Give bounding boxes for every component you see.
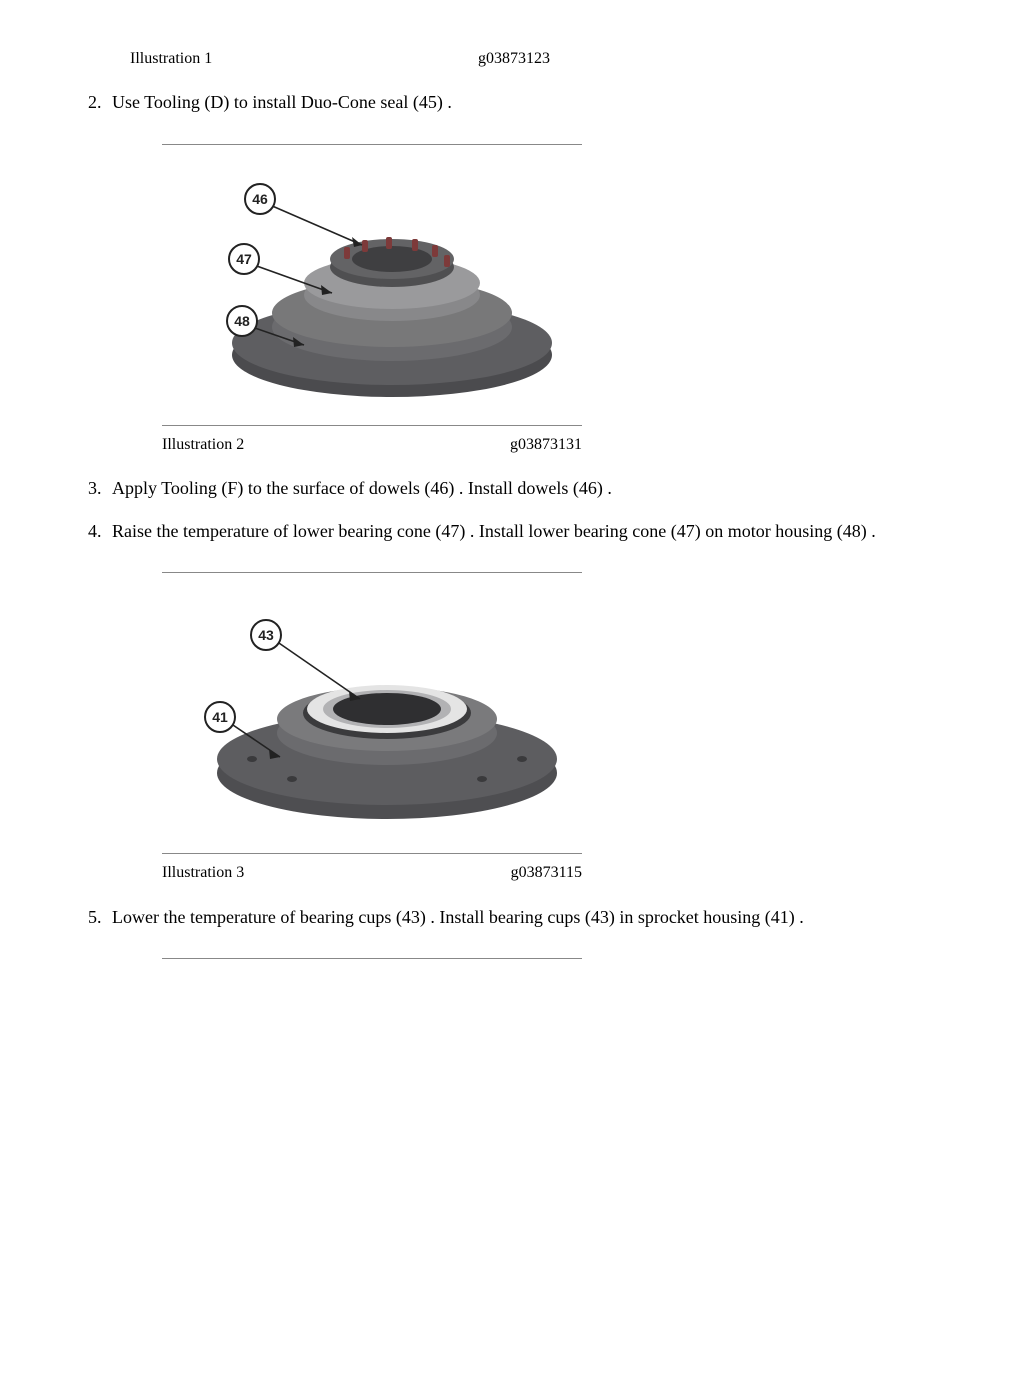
steps-list: Use Tooling (D) to install Duo-Cone seal… bbox=[80, 90, 964, 969]
illustration-1-code: g03873123 bbox=[478, 48, 550, 70]
step-4-text: Raise the temperature of lower bearing c… bbox=[112, 521, 876, 541]
illustration-2-label: Illustration 2 bbox=[162, 434, 244, 456]
step-5-text: Lower the temperature of bearing cups (4… bbox=[112, 907, 804, 927]
figure-2-svg: 46 47 48 bbox=[162, 155, 582, 415]
figure-3-block: 43 41 Illustration 3 g03873115 bbox=[162, 572, 964, 884]
illustration-2-code: g03873131 bbox=[510, 434, 582, 456]
fig2-callout-48: 48 bbox=[234, 313, 250, 329]
figure-2-block: 46 47 48 Illustration 2 g03873131 bbox=[162, 144, 964, 456]
illustration-3-code: g03873115 bbox=[511, 862, 582, 884]
step-3-text: Apply Tooling (F) to the surface of dowe… bbox=[112, 478, 612, 498]
step-2-text: Use Tooling (D) to install Duo-Cone seal… bbox=[112, 92, 452, 112]
fig2-callout-47: 47 bbox=[236, 251, 252, 267]
step-3: Apply Tooling (F) to the surface of dowe… bbox=[106, 476, 964, 501]
step-4: Raise the temperature of lower bearing c… bbox=[106, 519, 964, 885]
figure-4-block-partial bbox=[162, 958, 964, 969]
step-5: Lower the temperature of bearing cups (4… bbox=[106, 905, 964, 969]
figure-2-frame: 46 47 48 bbox=[162, 144, 582, 426]
illustration-3-label: Illustration 3 bbox=[162, 862, 244, 884]
illustration-2-caption: Illustration 2 g03873131 bbox=[162, 434, 582, 456]
fig2-callout-46: 46 bbox=[252, 191, 268, 207]
step-2: Use Tooling (D) to install Duo-Cone seal… bbox=[106, 90, 964, 456]
fig3-callout-41: 41 bbox=[212, 709, 228, 725]
fig3-callout-43: 43 bbox=[258, 627, 274, 643]
illustration-1-label: Illustration 1 bbox=[130, 48, 212, 70]
illustration-3-caption: Illustration 3 g03873115 bbox=[162, 862, 582, 884]
figure-4-top-rule bbox=[162, 958, 582, 969]
illustration-1-caption: Illustration 1 g03873123 bbox=[130, 48, 550, 70]
figure-3-frame: 43 41 bbox=[162, 572, 582, 854]
figure-3-svg: 43 41 bbox=[162, 583, 582, 843]
